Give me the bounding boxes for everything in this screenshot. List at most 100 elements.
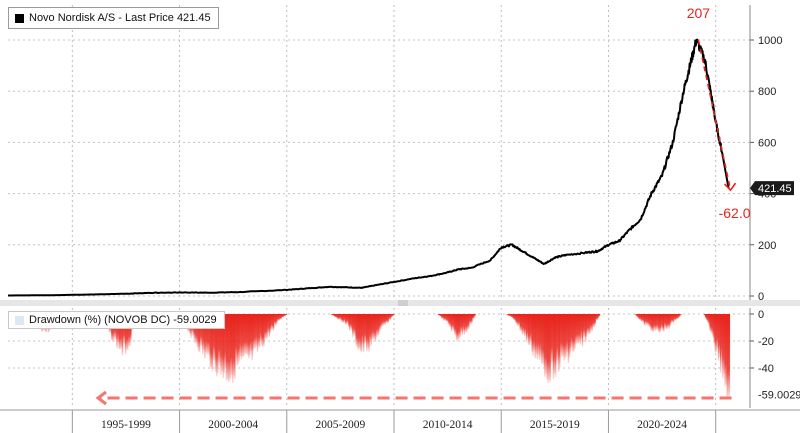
drawdown-bar-330 [361, 314, 364, 344]
drawdown-bar-670 [726, 314, 728, 398]
drawdown-bar-498 [542, 314, 544, 364]
drawdown-bar-346 [379, 314, 381, 331]
drawdown-bar-605 [656, 314, 659, 330]
drawdown-bar-352 [385, 314, 387, 323]
panel-resize-handle [398, 300, 408, 306]
drawdown-legend-label: Drawdown (%) (NOVOB DC) -59.0029 [29, 314, 217, 326]
drawdown-bar-537 [583, 314, 586, 337]
drawdown-bar-334 [366, 314, 368, 351]
drawdown-bar-231 [255, 314, 258, 347]
drawdown-bar-485 [528, 314, 530, 345]
drawdown-bar-421 [459, 314, 461, 337]
drawdown-bar-326 [357, 314, 360, 350]
drawdown-bar-208 [231, 314, 233, 375]
drawdown-bar-616 [668, 314, 670, 329]
drawdown-bar-357 [390, 314, 393, 318]
drawdown-bar-409 [446, 314, 449, 322]
drawdown-bar-353 [386, 314, 388, 323]
drawdown-bar-536 [582, 314, 585, 338]
drawdown-bar-176 [196, 314, 199, 347]
drawdown-bar-606 [657, 314, 660, 333]
drawdown-bar-501 [545, 314, 547, 374]
drawdown-bar-204 [226, 314, 229, 380]
drawdown-bar-224 [248, 314, 250, 359]
drawdown-bar-426 [464, 314, 467, 332]
drawdown-arrow-head [95, 390, 107, 406]
drawdown-bar-470 [512, 314, 514, 319]
drawdown-bar-347 [380, 314, 382, 329]
drawdown-bar-474 [516, 314, 518, 325]
drawdown-bar-527 [573, 314, 575, 352]
drawdown-bar-586 [636, 314, 638, 317]
drawdown-bar-351 [384, 314, 386, 325]
drawdown-bar-411 [448, 314, 451, 327]
drawdown-bar-415 [453, 314, 455, 331]
drawdown-bar-254 [280, 314, 282, 320]
drawdown-bar-508 [552, 314, 555, 380]
drawdown-bar-318 [349, 314, 351, 331]
drawdown-bar-416 [454, 314, 456, 335]
drawdown-bar-505 [549, 314, 551, 382]
drawdown-bar-506 [550, 314, 553, 364]
drawdown-bar-252 [278, 314, 280, 321]
drawdown-bar-521 [566, 314, 569, 352]
drawdown-bar-503 [547, 314, 549, 384]
price-line-group [8, 38, 730, 297]
annotation-decline: -62.0 [719, 205, 751, 221]
drawdown-bar-620 [672, 314, 675, 323]
lower-ytick-label-1: -20 [758, 336, 774, 348]
drawdown-bar-183 [204, 314, 206, 359]
drawdown-bar-312 [342, 314, 344, 323]
drawdown-bar-104 [119, 314, 121, 350]
drawdown-bar-341 [373, 314, 376, 339]
drawdown-bar-178 [198, 314, 201, 353]
drawdown-bar-661 [716, 314, 719, 348]
drawdown-bar-499 [543, 314, 545, 366]
drawdown-bar-668 [724, 314, 726, 387]
drawdown-bar-613 [665, 314, 667, 329]
drawdown-bar-344 [376, 314, 379, 336]
drawdown-bar-220 [243, 314, 246, 355]
drawdown-bar-182 [203, 314, 205, 350]
price-legend-label: Novo Nordisk A/S - Last Price 421.45 [29, 12, 211, 24]
drawdown-bar-417 [455, 314, 457, 336]
drawdown-bar-211 [234, 314, 236, 380]
drawdown-bar-488 [531, 314, 533, 352]
drawdown-bar-109 [124, 314, 127, 355]
drawdown-bar-247 [272, 314, 275, 331]
drawdown-bar-303 [332, 314, 335, 316]
drawdown-bar-542 [589, 314, 591, 334]
drawdown-bar-307 [337, 314, 339, 320]
drawdown-bar-507 [551, 314, 554, 362]
last-price-tag: 421.45 [750, 181, 794, 196]
drawdown-bar-609 [661, 314, 663, 329]
drawdown-bar-317 [347, 314, 350, 327]
drawdown-bar-248 [273, 314, 276, 325]
drawdown-bar-611 [663, 314, 665, 332]
drawdown-bar-585 [635, 314, 637, 316]
drawdown-bar-402 [439, 314, 441, 316]
drawdown-bar-431 [470, 314, 472, 324]
drawdown-bar-654 [709, 314, 711, 331]
drawdown-bar-430 [469, 314, 471, 324]
drawdown-bar-599 [650, 314, 652, 331]
drawdown-bar-604 [655, 314, 658, 330]
drawdown-bar-196 [218, 314, 220, 363]
drawdown-bar-322 [353, 314, 355, 334]
drawdown-bar-595 [646, 314, 648, 325]
drawdown-bar-625 [678, 314, 680, 318]
drawdown-bar-534 [580, 314, 583, 339]
drawdown-bar-308 [338, 314, 340, 320]
drawdown-bar-229 [253, 314, 255, 349]
drawdown-bar-476 [518, 314, 520, 326]
drawdown-bar-515 [560, 314, 562, 354]
drawdown-bar-511 [555, 314, 558, 365]
drawdown-bar-529 [575, 314, 577, 344]
drawdown-bar-627 [680, 314, 682, 315]
last-price-tag-bg [750, 181, 794, 196]
drawdown-bar-217 [240, 314, 243, 360]
drawdown-bar-250 [276, 314, 278, 324]
drawdown-bar-478 [520, 314, 522, 331]
drawdown-bar-502 [546, 314, 548, 380]
x-axis-label-4: 2015-2019 [530, 419, 580, 431]
